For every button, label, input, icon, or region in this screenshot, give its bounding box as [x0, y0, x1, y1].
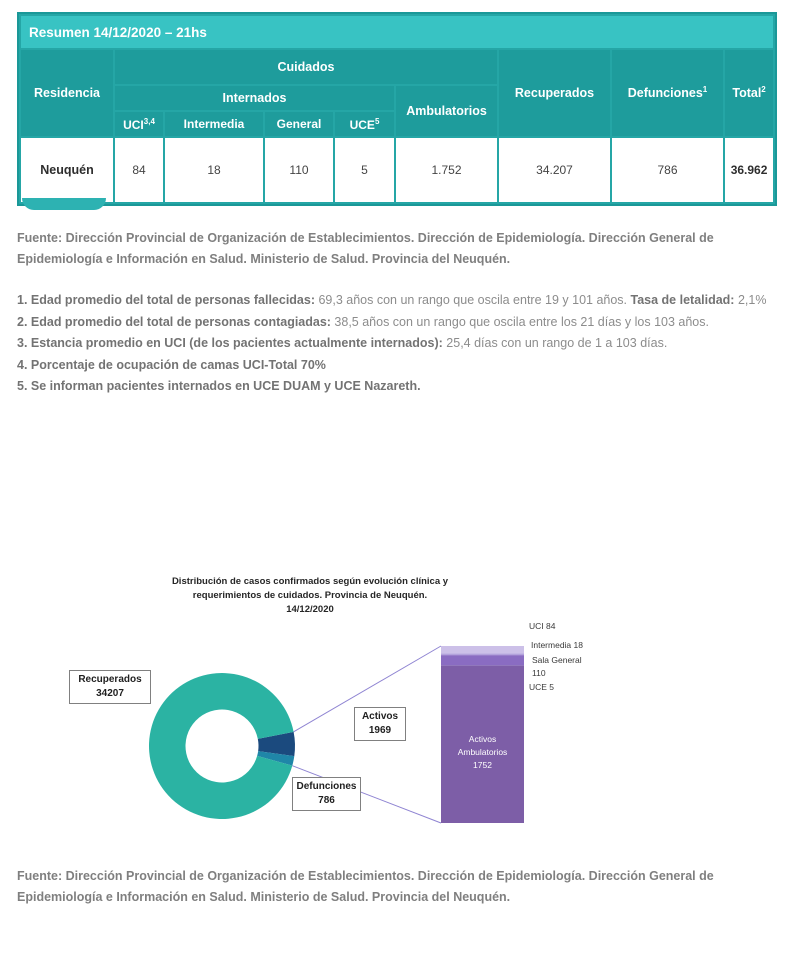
cell-total: 36.962 — [725, 138, 774, 202]
bar-segment-intermedia — [441, 653, 524, 656]
callout-defunciones: Defunciones 786 — [292, 777, 361, 811]
col-header-total: Total2 — [725, 50, 774, 136]
chart-title: Distribución de casos confirmados según … — [171, 576, 449, 615]
bar-segment-sala-general — [441, 655, 524, 666]
col-group-cuidados: Cuidados — [115, 50, 497, 84]
footnote-5: 5. Se informan pacientes internados en U… — [17, 379, 421, 393]
bar-label-uce: UCE 5 — [529, 682, 555, 692]
cell-residencia: Neuquén — [21, 138, 113, 202]
col-header-uci: UCI3,4 — [115, 112, 163, 136]
footnote-2: 2. Edad promedio del total de personas c… — [17, 314, 709, 329]
leader-line-top — [293, 645, 442, 733]
col-header-recuperados: Recuperados — [499, 50, 610, 136]
cell-ambulatorios: 1.752 — [396, 138, 497, 202]
bar-label-sala-general: Sala General 110 — [532, 655, 582, 678]
callout-activos: Activos 1969 — [354, 707, 406, 741]
col-header-ambulatorios: Ambulatorios — [396, 86, 497, 136]
table-row: Neuquén 84 18 110 5 1.752 34.207 786 36.… — [21, 138, 774, 202]
source-text-top: Fuente: Dirección Provincial de Organiza… — [17, 231, 714, 266]
footnotes: 1. Edad promedio del total de personas f… — [17, 290, 769, 398]
footnote-4: 4. Porcentaje de ocupación de camas UCI-… — [17, 357, 326, 372]
uce-footnote-ref: 5 — [374, 116, 380, 126]
col-header-residencia: Residencia — [21, 50, 113, 136]
cell-recuperados: 34.207 — [499, 138, 610, 202]
cell-uce: 5 — [335, 138, 394, 202]
total-footnote-ref: 2 — [761, 85, 766, 95]
leader-line-bottom — [292, 765, 442, 824]
donut-bar-chart — [149, 645, 524, 824]
cell-defunciones: 786 — [612, 138, 723, 202]
bar-label-intermedia: Intermedia 18 — [531, 640, 583, 650]
summary-table: Resumen 14/12/2020 – 21hs Residencia Cui… — [17, 12, 778, 206]
table-title: Resumen 14/12/2020 – 21hs — [21, 16, 774, 48]
callout-recuperados: Recuperados 34207 — [69, 670, 151, 704]
cell-intermedia: 18 — [165, 138, 263, 202]
table-corner-decoration — [22, 198, 106, 210]
footnote-1: 1. Edad promedio del total de personas f… — [17, 293, 767, 307]
uci-footnote-ref: 3,4 — [143, 116, 155, 126]
donut-slice-activos — [257, 731, 295, 757]
bar-segment-activos-ambulatorios — [441, 665, 524, 823]
col-header-general: General — [265, 112, 333, 136]
bar-label-ambulatorios: Activos Ambulatorios 1752 — [457, 734, 508, 770]
col-header-uce: UCE5 — [335, 112, 394, 136]
col-header-intermedia: Intermedia — [165, 112, 263, 136]
bar-label-uci: UCI 84 — [529, 621, 556, 631]
bar-segment-uci — [441, 646, 524, 654]
col-header-defunciones: Defunciones1 — [612, 50, 723, 136]
footnote-3: 3. Estancia promedio en UCI (de los paci… — [17, 336, 668, 350]
source-text-bottom: Fuente: Dirección Provincial de Organiza… — [17, 869, 714, 904]
defunciones-footnote-ref: 1 — [702, 85, 708, 95]
cell-uci: 84 — [115, 138, 163, 202]
col-group-internados: Internados — [115, 86, 394, 110]
donut-slice-recuperados — [149, 673, 294, 819]
donut-slice-defunciones — [257, 751, 295, 766]
cell-general: 110 — [265, 138, 333, 202]
